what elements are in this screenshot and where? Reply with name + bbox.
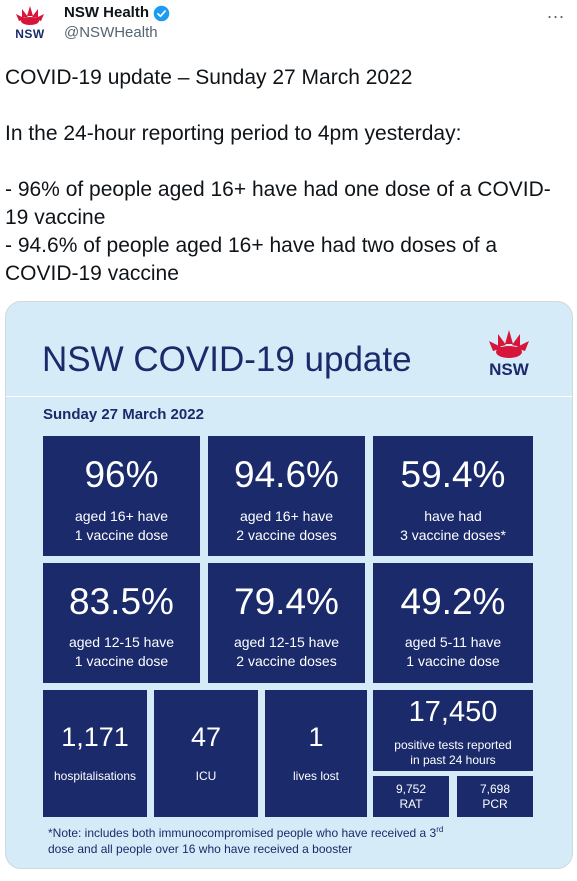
tweet-header: NSW NSW Health @NSWHealth ... bbox=[0, 0, 577, 50]
stat-value: 49.2% bbox=[400, 581, 506, 622]
stat-label: aged 16+ have bbox=[239, 508, 334, 524]
avatar-logo-text: NSW bbox=[15, 27, 45, 41]
pcr-tile: 7,698 PCR bbox=[457, 776, 533, 817]
stat-value: 96% bbox=[84, 454, 159, 495]
hospitalisations-label: hospitalisations bbox=[53, 769, 137, 783]
tweet-text: COVID-19 update – Sunday 27 March 2022 I… bbox=[5, 66, 551, 285]
stat-label: aged 5-11 have bbox=[404, 634, 502, 650]
waratah-icon bbox=[489, 330, 529, 358]
deaths-label: lives lost bbox=[292, 769, 339, 783]
stat-tile: 49.2% aged 5-11 have 1 vaccine dose bbox=[373, 563, 533, 683]
positive-tests-tile: 17,450 positive tests reported in past 2… bbox=[373, 690, 533, 771]
deaths-tile: 1 lives lost bbox=[265, 690, 367, 817]
icu-tile: 47 ICU bbox=[154, 690, 258, 817]
stat-tile: 83.5% aged 12-15 have 1 vaccine dose bbox=[43, 563, 200, 683]
pcr-value: 7,698 bbox=[479, 782, 511, 796]
stat-value: 94.6% bbox=[234, 454, 339, 495]
stat-tile: 94.6% aged 16+ have 2 vaccine doses bbox=[208, 436, 365, 556]
footnote: *Note: includes both immunocompromised p… bbox=[48, 822, 548, 857]
stat-label: 2 vaccine doses bbox=[236, 527, 337, 543]
avatar[interactable]: NSW bbox=[10, 4, 50, 44]
stat-label: 1 vaccine dose bbox=[74, 527, 169, 543]
card-title: NSW COVID-19 update bbox=[42, 340, 412, 379]
icu-label: ICU bbox=[195, 769, 217, 783]
stat-value: 79.4% bbox=[234, 581, 339, 622]
stat-tile: 59.4% have had 3 vaccine doses* bbox=[373, 436, 533, 556]
stat-label: 2 vaccine doses bbox=[236, 653, 337, 669]
stat-label: aged 12-15 have bbox=[68, 634, 175, 650]
stat-value: 59.4% bbox=[400, 454, 506, 495]
deaths-value: 1 bbox=[308, 722, 324, 752]
rat-tile: 9,752 RAT bbox=[373, 776, 449, 817]
verified-badge-icon bbox=[153, 5, 170, 22]
positive-tests-label: positive tests reported bbox=[394, 738, 512, 752]
stat-label: 1 vaccine dose bbox=[74, 653, 169, 669]
rat-value: 9,752 bbox=[395, 782, 427, 796]
waratah-icon bbox=[16, 6, 44, 25]
stat-tile: 79.4% aged 12-15 have 2 vaccine doses bbox=[208, 563, 365, 683]
divider bbox=[6, 396, 572, 397]
pcr-label: PCR bbox=[482, 797, 508, 811]
media-card[interactable]: NSW COVID-19 update NSW Sunday 27 March … bbox=[5, 301, 573, 869]
hospitalisations-tile: 1,171 hospitalisations bbox=[43, 690, 147, 817]
positive-tests-value: 17,450 bbox=[408, 696, 498, 728]
stat-label: 3 vaccine doses* bbox=[400, 527, 506, 543]
footnote-text: dose and all people over 16 who have rec… bbox=[48, 842, 353, 856]
stat-label: 1 vaccine dose bbox=[406, 653, 500, 669]
stat-label: aged 16+ have bbox=[74, 508, 169, 524]
stat-tile: 96% aged 16+ have 1 vaccine dose bbox=[43, 436, 200, 556]
more-options-icon[interactable]: ... bbox=[546, 2, 565, 22]
card-date: Sunday 27 March 2022 bbox=[43, 406, 204, 423]
footnote-text: *Note: includes both immunocompromised p… bbox=[48, 826, 437, 840]
icu-value: 47 bbox=[190, 722, 222, 752]
hospitalisations-value: 1,171 bbox=[61, 722, 129, 752]
rat-label: RAT bbox=[399, 797, 423, 811]
stat-value: 83.5% bbox=[69, 581, 174, 622]
account-handle[interactable]: @NSWHealth bbox=[64, 24, 158, 41]
nsw-logo: NSW bbox=[481, 329, 541, 381]
stat-label: aged 12-15 have bbox=[233, 634, 340, 650]
positive-tests-label: in past 24 hours bbox=[410, 753, 496, 767]
account-name[interactable]: NSW Health bbox=[64, 4, 150, 21]
card-logo-text: NSW bbox=[489, 360, 529, 379]
stat-label: have had bbox=[424, 508, 482, 524]
footnote-superscript: rd bbox=[436, 825, 444, 834]
